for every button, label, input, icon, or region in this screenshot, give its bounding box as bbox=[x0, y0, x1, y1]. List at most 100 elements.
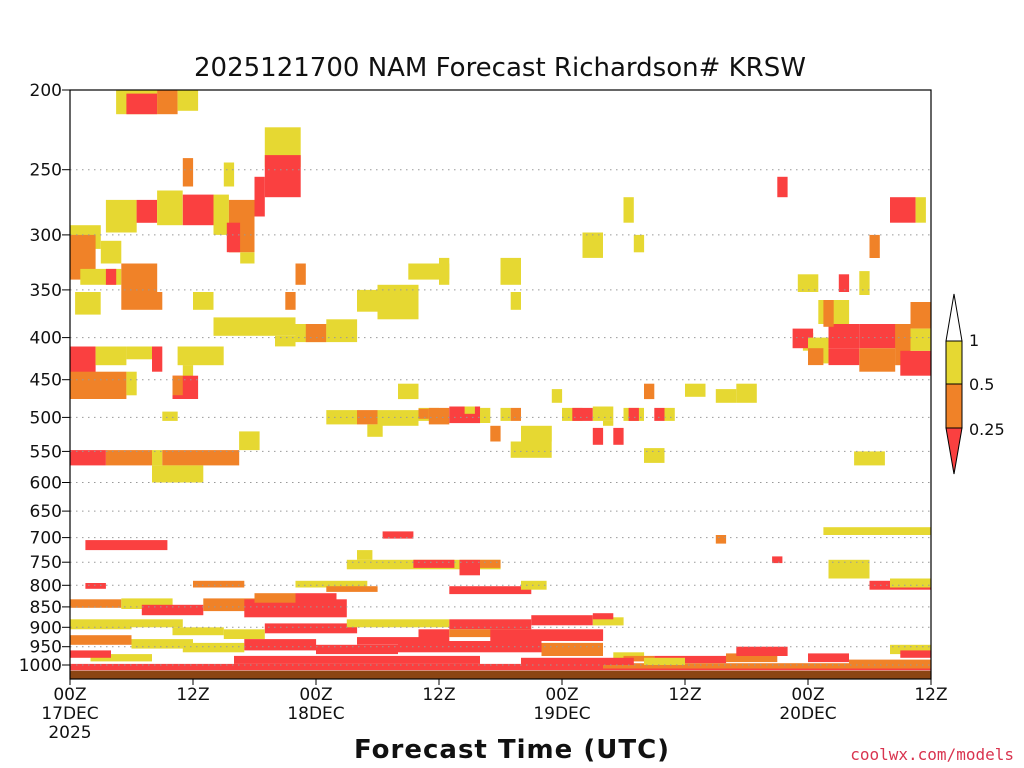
ri-cell-27 bbox=[295, 263, 306, 285]
ri-cell-3 bbox=[177, 90, 199, 111]
y-tick-label-850: 850 bbox=[30, 598, 62, 618]
ri-cell-148 bbox=[592, 617, 624, 626]
x-tick-label-36-0: 12Z bbox=[422, 685, 455, 705]
ri-cell-23 bbox=[75, 292, 101, 315]
ri-cell-155 bbox=[131, 639, 193, 649]
ri-cell-140 bbox=[264, 623, 358, 634]
ri-cell-29 bbox=[357, 289, 378, 312]
ri-cell-11 bbox=[157, 190, 183, 226]
ri-cell-40 bbox=[177, 346, 224, 366]
ri-cell-35 bbox=[213, 317, 296, 336]
y-axis-ticks: 200 250 300 350 400 450 500 550 600 650 700 750 8008… bbox=[19, 81, 70, 676]
ri-cell-167 bbox=[849, 659, 931, 665]
ri-cell-51 bbox=[326, 410, 358, 425]
y-tick-label-500: 500 bbox=[30, 408, 62, 428]
ri-cell-123 bbox=[715, 535, 727, 544]
ri-cell-70 bbox=[603, 420, 614, 426]
ri-cell-125 bbox=[85, 583, 106, 589]
ri-cell-96 bbox=[823, 300, 834, 327]
x-tick-label-72-1: 20DEC bbox=[779, 704, 836, 724]
ri-cell-30 bbox=[377, 284, 419, 320]
ri-cell-74 bbox=[664, 407, 675, 421]
y-tick-label-700: 700 bbox=[30, 529, 62, 549]
ri-cell-62 bbox=[510, 407, 521, 421]
ri-cell-32 bbox=[439, 257, 450, 285]
y-tick-label-750: 750 bbox=[30, 553, 62, 573]
y-tick-label-300: 300 bbox=[30, 226, 62, 246]
ri-cell-38 bbox=[326, 319, 358, 343]
ri-cell-108 bbox=[105, 450, 152, 466]
ri-cell-175 bbox=[90, 654, 152, 662]
ground-surface-bar bbox=[70, 670, 931, 679]
ri-cell-147 bbox=[531, 615, 593, 626]
ri-cell-10 bbox=[136, 199, 158, 223]
ri-cell-124 bbox=[772, 556, 783, 564]
ri-cell-82 bbox=[736, 383, 757, 403]
ri-cell-1 bbox=[126, 93, 158, 115]
ri-cell-103 bbox=[777, 176, 788, 198]
ri-cell-158 bbox=[316, 644, 398, 655]
ri-cell-100 bbox=[890, 197, 916, 223]
x-tick-label-0-2: 2025 bbox=[48, 723, 91, 743]
legend-bin-yellow bbox=[945, 340, 963, 385]
y-tick-label-1000: 1000 bbox=[19, 656, 62, 676]
ri-cell-78 bbox=[551, 389, 563, 403]
ri-cell-81 bbox=[715, 389, 737, 403]
x-axis-label: Forecast Time (UTC) bbox=[354, 735, 670, 765]
x-tick-label-12-0: 12Z bbox=[176, 685, 209, 705]
ri-cell-162 bbox=[623, 655, 655, 662]
ri-cell-39 bbox=[275, 335, 296, 347]
ri-cell-52 bbox=[357, 410, 378, 425]
ri-cell-126 bbox=[193, 580, 245, 588]
ri-cell-153 bbox=[223, 629, 265, 639]
ri-cell-159 bbox=[398, 641, 542, 653]
ri-cell-43 bbox=[95, 346, 127, 366]
ri-cell-22 bbox=[121, 263, 158, 292]
ri-cell-56 bbox=[428, 407, 450, 425]
ri-cell-66 bbox=[510, 441, 552, 458]
ri-cell-138 bbox=[254, 593, 296, 603]
x-tick-label-24-1: 18DEC bbox=[287, 704, 344, 724]
ri-cell-156 bbox=[182, 642, 245, 653]
ri-cell-164 bbox=[726, 653, 778, 663]
ri-cell-170 bbox=[70, 663, 931, 671]
ri-cell-106 bbox=[582, 232, 603, 258]
y-tick-label-600: 600 bbox=[30, 474, 62, 494]
ri-cell-93 bbox=[910, 302, 931, 329]
ri-cell-55 bbox=[418, 408, 429, 419]
ri-cell-58 bbox=[480, 407, 491, 423]
ri-cell-102 bbox=[869, 234, 880, 258]
ri-cell-37 bbox=[305, 324, 327, 343]
ri-cell-75 bbox=[592, 427, 604, 445]
ri-cell-110 bbox=[162, 450, 240, 466]
ri-cell-169 bbox=[900, 650, 931, 658]
ri-cell-113 bbox=[854, 451, 885, 466]
ri-cell-133 bbox=[70, 599, 122, 608]
ri-cell-60 bbox=[464, 406, 475, 414]
ri-cell-163 bbox=[654, 655, 727, 664]
ri-cell-111 bbox=[152, 465, 204, 483]
ri-cell-157 bbox=[244, 639, 317, 651]
ri-cell-130 bbox=[521, 580, 547, 590]
ri-cell-5 bbox=[264, 155, 301, 198]
ri-cell-97 bbox=[838, 274, 850, 292]
legend-label-1: 1 bbox=[969, 331, 979, 350]
ri-cell-92 bbox=[900, 350, 931, 376]
ri-cell-143 bbox=[418, 629, 450, 641]
ri-cell-165 bbox=[736, 646, 788, 656]
ri-cell-171 bbox=[603, 663, 931, 669]
ri-cell-136 bbox=[203, 598, 255, 612]
chart-title: 2025121700 NAM Forecast Richardson# KRSW bbox=[194, 53, 806, 83]
ri-cell-90 bbox=[859, 348, 896, 372]
x-tick-label-48-0: 00Z bbox=[545, 685, 578, 705]
y-tick-label-800: 800 bbox=[30, 576, 62, 596]
x-tick-label-0-1: 17DEC bbox=[41, 704, 98, 724]
ri-cell-24 bbox=[121, 292, 153, 310]
ri-cell-173 bbox=[521, 657, 634, 665]
ri-cell-42 bbox=[70, 346, 96, 376]
ri-cell-149 bbox=[592, 613, 614, 620]
ri-cell-68 bbox=[572, 407, 593, 421]
plot-frame bbox=[69, 89, 932, 680]
